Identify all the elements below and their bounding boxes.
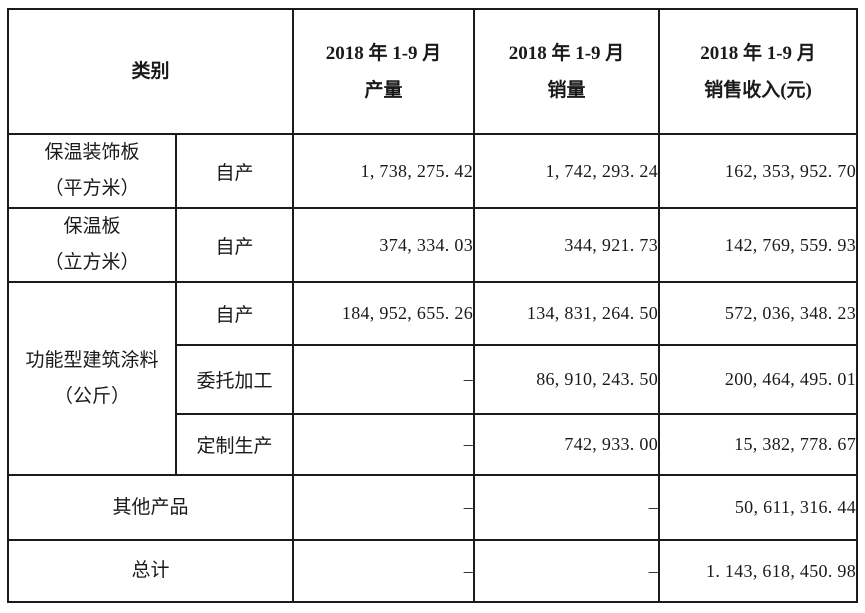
- category-cell: 其他产品: [6, 474, 295, 541]
- category-name: 保温板: [63, 216, 121, 237]
- header-sales-line2: 销量: [547, 79, 586, 101]
- table-row: 保温装饰板 （平方米） 自产 1, 738, 275. 42 1, 742, 2…: [7, 133, 859, 209]
- revenue-cell: 200, 464, 495. 01: [658, 344, 859, 415]
- table-row: 保温板 （立方米） 自产 374, 334. 03 344, 921. 73 1…: [7, 207, 859, 283]
- table-row: 委托加工 – 86, 910, 243. 50 200, 464, 495. 0…: [8, 344, 859, 415]
- header-production-line2: 产量: [364, 79, 403, 101]
- sales-cell: 134, 831, 264. 50: [473, 281, 661, 346]
- revenue-cell: 1. 143, 618, 450. 98: [658, 539, 859, 603]
- category-unit: （公斤）: [53, 385, 130, 407]
- category-cell: 保温板 （立方米）: [7, 207, 177, 283]
- header-category: 类别: [6, 8, 295, 135]
- table-row: 总计 – – 1. 143, 618, 450. 98: [6, 539, 859, 603]
- production-cell: –: [292, 539, 476, 603]
- production-cell: –: [292, 474, 476, 541]
- total-label-cell: 总计: [6, 539, 295, 603]
- sales-cell: –: [473, 474, 661, 541]
- category-cell: 功能型建筑涂料 （公斤）: [7, 281, 177, 476]
- category-name: 功能型建筑涂料: [25, 349, 159, 371]
- header-sales-line1: 2018 年 1-9 月: [508, 42, 625, 64]
- revenue-cell: 15, 382, 778. 67: [658, 413, 859, 476]
- category-cell: 保温装饰板 （平方米）: [7, 133, 177, 209]
- header-revenue: 2018 年 1-9 月 销售收入(元): [658, 8, 859, 135]
- production-cell: –: [292, 344, 476, 415]
- header-row: 类别 2018 年 1-9 月 产量 2018 年 1-9 月 销量 2018 …: [6, 8, 859, 135]
- production-cell: 374, 334. 03: [292, 207, 476, 283]
- category-name: 保温装饰板: [44, 142, 140, 163]
- subcategory-cell: 定制生产: [174, 413, 295, 476]
- table-row: 功能型建筑涂料 （公斤） 自产 184, 952, 655. 26 134, 8…: [7, 281, 859, 476]
- subcategory-cell: 自产: [174, 207, 295, 283]
- header-sales: 2018 年 1-9 月 销量: [473, 8, 661, 135]
- revenue-cell: 162, 353, 952. 70: [658, 133, 859, 209]
- header-category-label: 类别: [131, 61, 170, 82]
- sales-cell: –: [473, 539, 661, 603]
- category-unit: （平方米）: [44, 178, 140, 199]
- production-cell: 184, 952, 655. 26: [292, 281, 476, 346]
- header-production: 2018 年 1-9 月 产量: [292, 8, 476, 135]
- revenue-cell: 50, 611, 316. 44: [658, 474, 859, 541]
- sales-cell: 86, 910, 243. 50: [473, 344, 661, 415]
- production-cell: –: [292, 413, 476, 476]
- production-sales-table: 类别 2018 年 1-9 月 产量 2018 年 1-9 月 销量 2018 …: [6, 8, 859, 603]
- revenue-cell: 142, 769, 559. 93: [658, 207, 859, 283]
- sales-cell: 344, 921. 73: [473, 207, 661, 283]
- revenue-cell: 572, 036, 348. 23: [658, 281, 859, 346]
- subcategory-cell: 自产: [174, 133, 295, 209]
- header-revenue-line1: 2018 年 1-9 月: [700, 42, 816, 64]
- table-row: 定制生产 – 742, 933. 00 15, 382, 778. 67: [8, 413, 859, 476]
- table-row: 其他产品 – – 50, 611, 316. 44: [6, 474, 859, 541]
- production-cell: 1, 738, 275. 42: [292, 133, 476, 209]
- subcategory-cell: 自产: [174, 281, 295, 346]
- category-unit: （立方米）: [44, 252, 140, 273]
- sales-cell: 1, 742, 293. 24: [473, 133, 661, 209]
- subcategory-cell: 委托加工: [174, 344, 295, 415]
- header-revenue-line2: 销售收入(元): [704, 79, 812, 101]
- header-production-line1: 2018 年 1-9 月: [325, 42, 442, 64]
- sales-cell: 742, 933. 00: [473, 413, 661, 476]
